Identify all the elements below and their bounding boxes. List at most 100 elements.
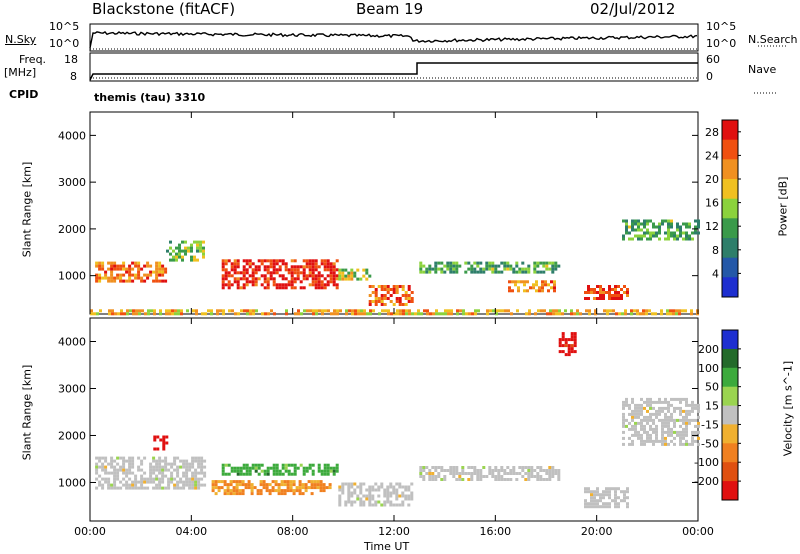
- data-cell: [538, 289, 541, 293]
- data-cell: [165, 435, 169, 439]
- data-cell: [214, 483, 218, 487]
- data-cell: [667, 430, 670, 434]
- data-cell: [266, 271, 270, 275]
- data-cell: [98, 483, 102, 487]
- data-cell: [323, 277, 327, 281]
- data-cell: [305, 277, 309, 281]
- data-cell: [494, 478, 498, 481]
- data-cell: [634, 412, 637, 416]
- data-cell: [599, 294, 602, 297]
- data-cell: [605, 487, 608, 491]
- data-cell: [338, 497, 342, 501]
- data-cell: [140, 468, 144, 472]
- data-cell: [269, 271, 273, 275]
- power-colorbar-label: Power [dB]: [776, 176, 790, 237]
- data-cell: [667, 406, 670, 410]
- data-cell: [281, 472, 285, 476]
- data-cell: [330, 312, 333, 316]
- data-cell: [316, 483, 320, 487]
- data-cell: [423, 309, 426, 313]
- data-cell: [203, 465, 207, 469]
- data-cell: [672, 312, 675, 316]
- data-cell: [533, 469, 537, 472]
- data-cell: [326, 259, 330, 263]
- data-cell: [101, 264, 105, 268]
- data-cell: [317, 277, 321, 281]
- data-cell: [524, 267, 528, 271]
- data-cell: [278, 274, 282, 278]
- data-cell: [508, 289, 511, 293]
- data-cell: [354, 309, 357, 313]
- data-cell: [260, 259, 264, 263]
- data-cell: [224, 274, 228, 278]
- data-cell: [241, 480, 245, 484]
- data-cell: [362, 494, 366, 498]
- data-cell: [164, 267, 168, 271]
- data-cell: [492, 309, 495, 313]
- data-cell: [197, 471, 201, 475]
- data-cell: [287, 472, 291, 476]
- data-cell: [685, 237, 688, 241]
- data-cell: [98, 474, 102, 478]
- data-cell: [230, 466, 234, 470]
- data-cell: [158, 471, 162, 475]
- data-cell: [405, 312, 408, 316]
- data-cell: [155, 273, 159, 277]
- data-cell: [149, 471, 153, 475]
- data-cell: [347, 277, 351, 281]
- data-cell: [128, 471, 132, 475]
- data-cell: [643, 415, 646, 419]
- data-cell: [233, 262, 237, 266]
- data-cell: [251, 466, 255, 470]
- data-cell: [110, 276, 114, 280]
- data-cell: [175, 258, 178, 262]
- data-cell: [593, 291, 596, 294]
- data-cell: [611, 288, 614, 291]
- data-cell: [649, 412, 652, 416]
- data-cell: [631, 415, 634, 419]
- colorbar-segment: [722, 218, 738, 239]
- colorbar-segment: [722, 120, 738, 141]
- data-cell: [247, 486, 251, 490]
- data-cell: [131, 486, 135, 490]
- data-cell: [356, 497, 360, 501]
- data-cell: [269, 259, 273, 263]
- data-cell: [506, 466, 510, 469]
- y-tick-label: 3000: [58, 382, 86, 395]
- data-cell: [593, 502, 596, 506]
- data-cell: [152, 459, 156, 463]
- nsearch-label: N.Search: [748, 33, 798, 46]
- data-cell: [320, 283, 324, 287]
- data-cell: [422, 469, 426, 472]
- data-cell: [332, 472, 336, 476]
- data-cell: [602, 490, 605, 494]
- data-cell: [380, 503, 384, 507]
- data-cell: [694, 439, 697, 443]
- data-cell: [596, 291, 599, 294]
- data-cell: [645, 309, 648, 313]
- data-cell: [332, 283, 336, 287]
- data-cell: [670, 234, 673, 238]
- data-cell: [605, 291, 608, 294]
- data-cell: [200, 459, 204, 463]
- data-cell: [245, 472, 249, 476]
- data-cell: [500, 469, 504, 472]
- data-cell: [398, 297, 402, 300]
- data-cell: [254, 268, 258, 272]
- data-cell: [272, 469, 276, 473]
- data-cell: [386, 488, 390, 492]
- data-cell: [134, 261, 138, 265]
- data-cell: [587, 285, 590, 288]
- data-cell: [347, 491, 351, 495]
- data-cell: [603, 309, 606, 313]
- data-cell: [202, 252, 205, 256]
- data-cell: [317, 280, 321, 284]
- data-cell: [155, 486, 159, 490]
- data-cell: [682, 397, 685, 401]
- data-cell: [242, 268, 246, 272]
- data-cell: [246, 312, 249, 316]
- data-cell: [640, 237, 643, 241]
- data-cell: [362, 503, 366, 507]
- data-cell: [245, 268, 249, 272]
- data-cell: [187, 249, 190, 253]
